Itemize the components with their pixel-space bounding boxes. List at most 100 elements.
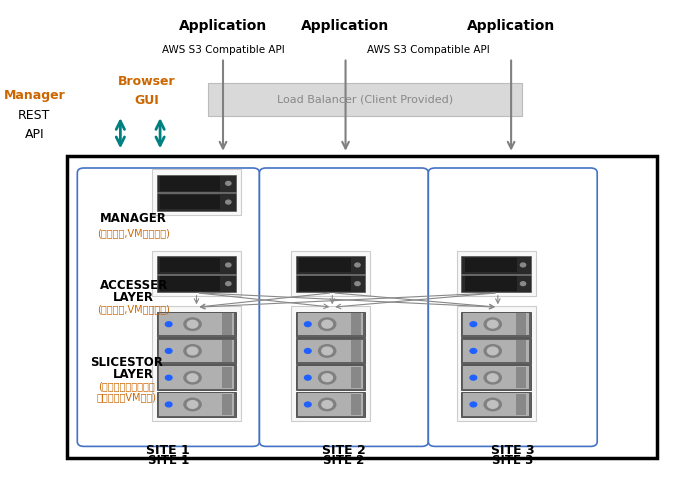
Text: ACCESSER: ACCESSER [99, 279, 168, 292]
FancyBboxPatch shape [291, 251, 370, 296]
FancyBboxPatch shape [157, 312, 236, 337]
Circle shape [305, 402, 311, 407]
FancyBboxPatch shape [351, 340, 361, 362]
Text: Application: Application [301, 19, 390, 34]
Circle shape [355, 263, 360, 267]
Circle shape [165, 348, 172, 353]
FancyBboxPatch shape [298, 367, 363, 389]
FancyBboxPatch shape [222, 394, 232, 415]
Circle shape [226, 282, 231, 286]
FancyBboxPatch shape [222, 313, 232, 335]
FancyBboxPatch shape [157, 175, 236, 192]
FancyBboxPatch shape [457, 251, 536, 296]
FancyBboxPatch shape [158, 340, 235, 362]
FancyBboxPatch shape [462, 256, 531, 274]
FancyBboxPatch shape [157, 338, 236, 364]
FancyBboxPatch shape [222, 340, 232, 362]
Text: 検証用ならVM可能): 検証用ならVM可能) [97, 392, 157, 402]
FancyBboxPatch shape [157, 256, 236, 274]
Circle shape [184, 372, 201, 384]
Circle shape [322, 374, 333, 382]
Text: MANAGER: MANAGER [100, 212, 167, 225]
FancyBboxPatch shape [160, 276, 220, 291]
Text: Browser: Browser [118, 75, 175, 88]
FancyBboxPatch shape [462, 338, 531, 364]
FancyBboxPatch shape [351, 367, 361, 388]
Circle shape [470, 375, 477, 380]
FancyBboxPatch shape [464, 393, 529, 416]
Text: LAYER: LAYER [113, 291, 154, 304]
Circle shape [488, 320, 498, 328]
Circle shape [520, 282, 526, 286]
FancyBboxPatch shape [296, 365, 365, 390]
Circle shape [484, 398, 501, 411]
FancyBboxPatch shape [351, 313, 361, 335]
FancyBboxPatch shape [464, 313, 529, 336]
Circle shape [226, 263, 231, 267]
Text: SITE 3: SITE 3 [492, 454, 533, 467]
Circle shape [484, 372, 501, 384]
Circle shape [318, 345, 336, 357]
Circle shape [165, 402, 172, 407]
Text: SITE 1: SITE 1 [146, 444, 190, 457]
FancyBboxPatch shape [222, 367, 232, 388]
FancyBboxPatch shape [291, 306, 370, 421]
Text: SLICESTOR: SLICESTOR [90, 356, 163, 369]
Text: GUI: GUI [135, 94, 159, 108]
FancyBboxPatch shape [462, 392, 531, 417]
FancyBboxPatch shape [160, 258, 220, 272]
Circle shape [470, 402, 477, 407]
Circle shape [187, 374, 198, 382]
FancyBboxPatch shape [67, 156, 657, 458]
FancyBboxPatch shape [299, 276, 352, 291]
FancyBboxPatch shape [462, 275, 531, 292]
Text: Application: Application [467, 19, 556, 34]
FancyBboxPatch shape [296, 312, 365, 337]
Text: SITE 3: SITE 3 [491, 444, 534, 457]
Text: SITE 2: SITE 2 [322, 444, 366, 457]
FancyBboxPatch shape [160, 195, 220, 209]
Circle shape [355, 282, 360, 286]
FancyBboxPatch shape [296, 256, 365, 274]
Text: (コンテナ,VMも選択可): (コンテナ,VMも選択可) [97, 305, 170, 314]
Circle shape [484, 345, 501, 357]
Circle shape [184, 318, 201, 330]
FancyBboxPatch shape [260, 168, 428, 446]
FancyBboxPatch shape [157, 365, 236, 390]
FancyBboxPatch shape [158, 393, 235, 416]
FancyBboxPatch shape [158, 367, 235, 389]
FancyBboxPatch shape [78, 168, 260, 446]
FancyBboxPatch shape [152, 251, 241, 296]
FancyBboxPatch shape [464, 276, 517, 291]
Circle shape [470, 322, 477, 326]
Text: (物理サーバーのみ、: (物理サーバーのみ、 [99, 382, 155, 391]
Circle shape [322, 401, 333, 408]
FancyBboxPatch shape [296, 338, 365, 364]
Circle shape [322, 347, 333, 355]
Circle shape [305, 322, 311, 326]
Text: Manager: Manager [3, 89, 65, 103]
FancyBboxPatch shape [157, 392, 236, 417]
FancyBboxPatch shape [457, 306, 536, 421]
Circle shape [484, 318, 501, 330]
FancyBboxPatch shape [464, 367, 529, 389]
Circle shape [187, 401, 198, 408]
Text: AWS S3 Compatible API: AWS S3 Compatible API [162, 46, 284, 55]
Text: AWS S3 Compatible API: AWS S3 Compatible API [367, 46, 490, 55]
Circle shape [165, 375, 172, 380]
Text: API: API [24, 128, 44, 141]
Circle shape [226, 181, 231, 185]
FancyBboxPatch shape [462, 312, 531, 337]
FancyBboxPatch shape [157, 193, 236, 211]
Circle shape [305, 348, 311, 353]
Circle shape [305, 375, 311, 380]
FancyBboxPatch shape [158, 313, 235, 336]
FancyBboxPatch shape [152, 306, 241, 421]
Circle shape [165, 322, 172, 326]
Circle shape [318, 318, 336, 330]
FancyBboxPatch shape [462, 365, 531, 390]
Circle shape [187, 320, 198, 328]
FancyBboxPatch shape [299, 258, 352, 272]
Circle shape [488, 374, 498, 382]
FancyBboxPatch shape [152, 169, 241, 215]
